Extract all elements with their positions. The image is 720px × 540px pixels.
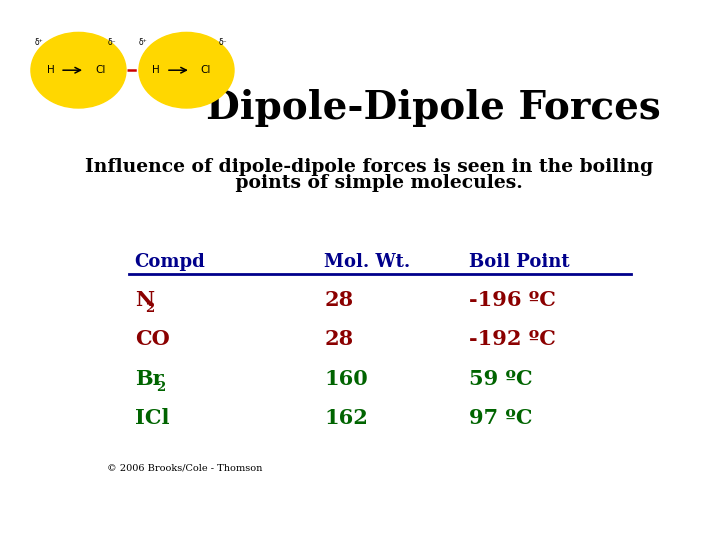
Text: N: N — [135, 290, 154, 310]
Text: δ⁺: δ⁺ — [139, 38, 148, 46]
Text: 28: 28 — [324, 329, 354, 349]
Ellipse shape — [31, 32, 126, 108]
Text: -192 ºC: -192 ºC — [469, 329, 557, 349]
Ellipse shape — [139, 32, 234, 108]
Text: 59 ºC: 59 ºC — [469, 369, 533, 389]
Text: CO: CO — [135, 329, 169, 349]
Text: Cl: Cl — [95, 65, 105, 75]
Text: 2: 2 — [156, 381, 165, 394]
Text: Br: Br — [135, 369, 163, 389]
Text: H: H — [47, 65, 54, 75]
Text: Influence of dipole-dipole forces is seen in the boiling: Influence of dipole-dipole forces is see… — [85, 158, 653, 176]
Text: points of simple molecules.: points of simple molecules. — [215, 174, 523, 192]
Text: ICl: ICl — [135, 408, 169, 428]
Text: Mol. Wt.: Mol. Wt. — [324, 253, 410, 271]
Text: -196 ºC: -196 ºC — [469, 290, 557, 310]
Text: 97 ºC: 97 ºC — [469, 408, 533, 428]
Text: © 2006 Brooks/Cole - Thomson: © 2006 Brooks/Cole - Thomson — [107, 463, 262, 472]
Text: Boil Point: Boil Point — [469, 253, 570, 271]
Text: δ⁻: δ⁻ — [108, 38, 116, 46]
Text: δ⁻: δ⁻ — [219, 38, 228, 46]
Text: 28: 28 — [324, 290, 354, 310]
Text: δ⁺: δ⁺ — [34, 38, 43, 46]
Text: Cl: Cl — [201, 65, 211, 75]
Text: H: H — [153, 65, 160, 75]
Text: Compd: Compd — [135, 253, 205, 271]
Text: 2: 2 — [145, 301, 155, 314]
Text: 162: 162 — [324, 408, 368, 428]
Text: Dipole-Dipole Forces: Dipole-Dipole Forces — [206, 90, 660, 127]
Text: 160: 160 — [324, 369, 368, 389]
